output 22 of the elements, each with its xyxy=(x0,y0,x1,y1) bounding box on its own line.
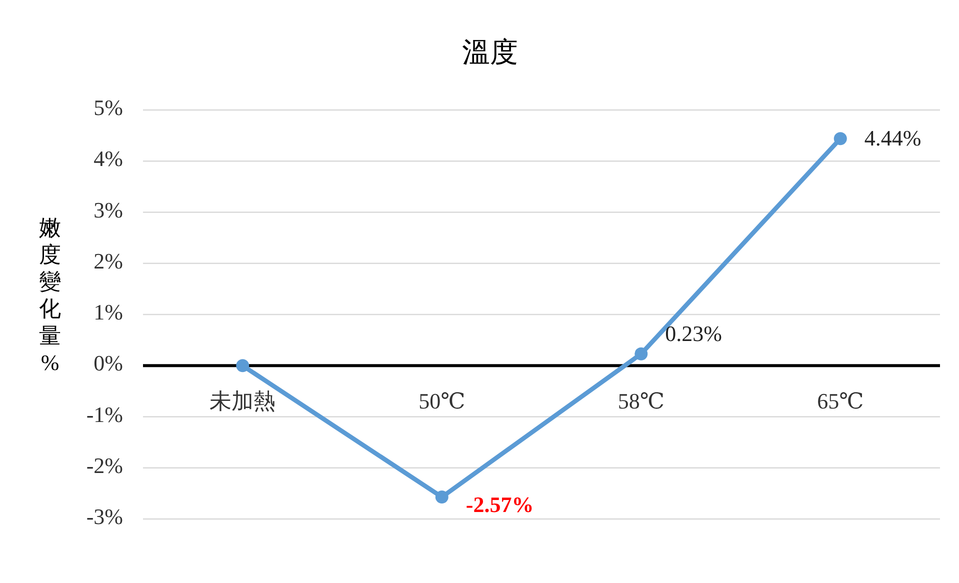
y-tick-label: 5% xyxy=(94,95,123,120)
y-tick-label: 1% xyxy=(94,300,123,325)
x-tick-label: 58℃ xyxy=(618,388,664,414)
y-tick-label: 4% xyxy=(94,146,123,172)
data-label: 4.44% xyxy=(864,126,922,151)
point xyxy=(236,359,250,372)
x-tick-label: 65℃ xyxy=(817,388,864,414)
y-tick-label: 0% xyxy=(94,350,123,376)
y-tick-label: -3% xyxy=(86,504,123,530)
y-tick-label: -2% xyxy=(86,452,123,478)
point xyxy=(435,490,448,504)
x-tick-label: 未加熱 xyxy=(210,388,276,414)
point xyxy=(634,347,648,360)
y-tick-label: -1% xyxy=(86,402,123,427)
y-axis-title: 嫩度變化量% xyxy=(39,215,61,375)
point xyxy=(834,132,847,146)
y-tick-label: 3% xyxy=(94,197,123,222)
data-label: -2.57% xyxy=(466,492,534,518)
chart-title: 溫度 xyxy=(462,37,518,68)
y-tick-label: 2% xyxy=(94,248,123,274)
data-label: 0.23% xyxy=(665,320,722,346)
x-tick-label: 50℃ xyxy=(418,388,466,414)
